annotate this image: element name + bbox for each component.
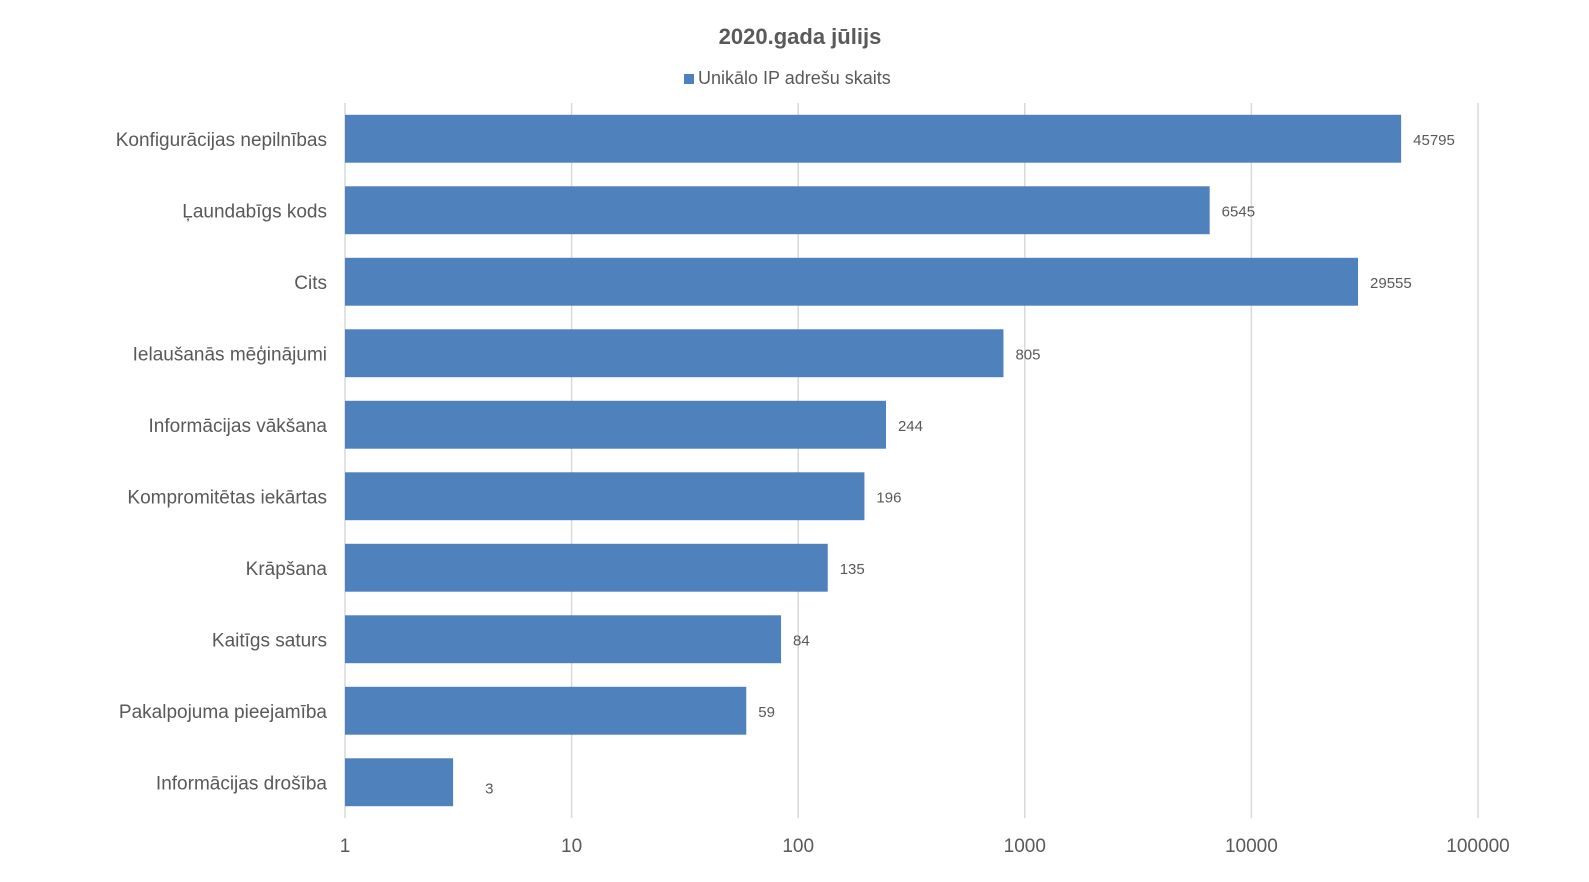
x-tick-label: 1 [340, 836, 351, 857]
bar [345, 543, 828, 592]
x-tick-label: 1000 [1004, 836, 1046, 857]
legend: Unikālo IP adrešu skaits [684, 68, 891, 88]
data-label: 196 [876, 489, 901, 506]
bar [345, 114, 1402, 163]
data-label: 45795 [1413, 132, 1455, 149]
x-tick-label: 10000 [1225, 836, 1278, 857]
bar [345, 329, 1004, 378]
data-label: 6545 [1222, 203, 1255, 220]
data-label: 84 [793, 632, 810, 649]
bar [345, 472, 865, 521]
category-label: Ļaundabīgs kods [182, 201, 327, 222]
bar [345, 686, 747, 735]
category-label: Cits [294, 273, 327, 294]
bar [345, 186, 1210, 235]
x-tick-label: 10 [561, 836, 582, 857]
category-label: Kompromitētas iekārtas [127, 487, 327, 508]
category-label: Informācijas drošība [156, 773, 328, 794]
legend-swatch [684, 74, 694, 84]
legend-label: Unikālo IP adrešu skaits [698, 68, 891, 88]
category-labels: Konfigurācijas nepilnības Ļaundabīgs kods… [116, 130, 328, 795]
bar [345, 758, 454, 807]
category-label: Konfigurācijas nepilnības [116, 130, 327, 151]
x-tick-label: 100000 [1446, 836, 1509, 857]
data-label: 244 [898, 418, 923, 435]
category-label: Krāpšana [246, 559, 328, 580]
data-labels: 45795 6545 29555 805 244 196 135 84 59 3 [485, 132, 1455, 798]
chart-title: 2020.gada jūlijs [719, 24, 882, 49]
data-label: 805 [1015, 346, 1040, 363]
data-label: 3 [485, 780, 493, 797]
data-label: 29555 [1370, 275, 1412, 292]
category-label: Pakalpojuma pieejamība [119, 702, 328, 723]
category-label: Informācijas vākšana [149, 416, 328, 437]
bar [345, 257, 1359, 306]
data-label: 59 [758, 704, 775, 721]
data-label: 135 [840, 561, 865, 578]
bar [345, 400, 886, 449]
bar [345, 615, 782, 664]
category-label: Kaitīgs saturs [212, 630, 327, 651]
bars [345, 114, 1402, 807]
category-label: Ielaušanās mēģinājumi [133, 344, 327, 365]
x-tick-label: 100 [782, 836, 814, 857]
x-tick-labels: 1 10 100 1000 10000 100000 [340, 836, 1510, 857]
